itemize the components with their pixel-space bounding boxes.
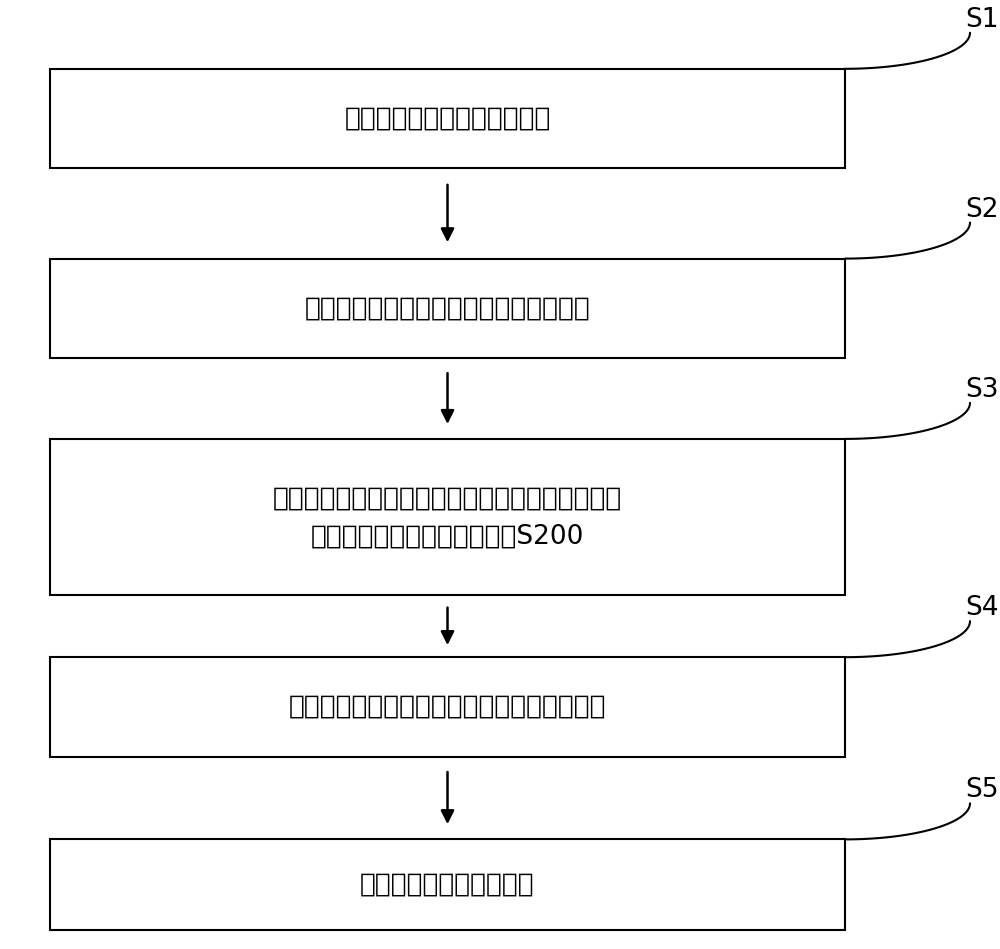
Text: S200: S200 — [965, 196, 1000, 223]
Text: S500: S500 — [965, 777, 1000, 803]
Text: S400: S400 — [965, 595, 1000, 622]
Text: 将经过焙烧处理的废催化剂进行浸出处理: 将经过焙烧处理的废催化剂进行浸出处理 — [305, 295, 590, 322]
Bar — [50, 657, 845, 757]
Text: 将含钯废催化剂进行焙烧处理: 将含钯废催化剂进行焙烧处理 — [344, 105, 551, 132]
Text: 采用离子交换树脂对含钯浸出液进行交换处理，并
将交换后液的大部分返回步骤S200: 采用离子交换树脂对含钯浸出液进行交换处理，并 将交换后液的大部分返回步骤S200 — [273, 485, 622, 549]
Text: 采用解吸液对吸附金属钯的树脂进行解吸处理: 采用解吸液对吸附金属钯的树脂进行解吸处理 — [289, 694, 606, 720]
Text: S100: S100 — [965, 7, 1000, 33]
Bar — [50, 258, 845, 358]
Bar — [50, 438, 845, 596]
Bar — [50, 840, 845, 930]
Text: 将解吸后液进行精制处理: 将解吸后液进行精制处理 — [360, 871, 535, 898]
Text: S300: S300 — [965, 377, 1000, 403]
Bar — [50, 69, 845, 169]
